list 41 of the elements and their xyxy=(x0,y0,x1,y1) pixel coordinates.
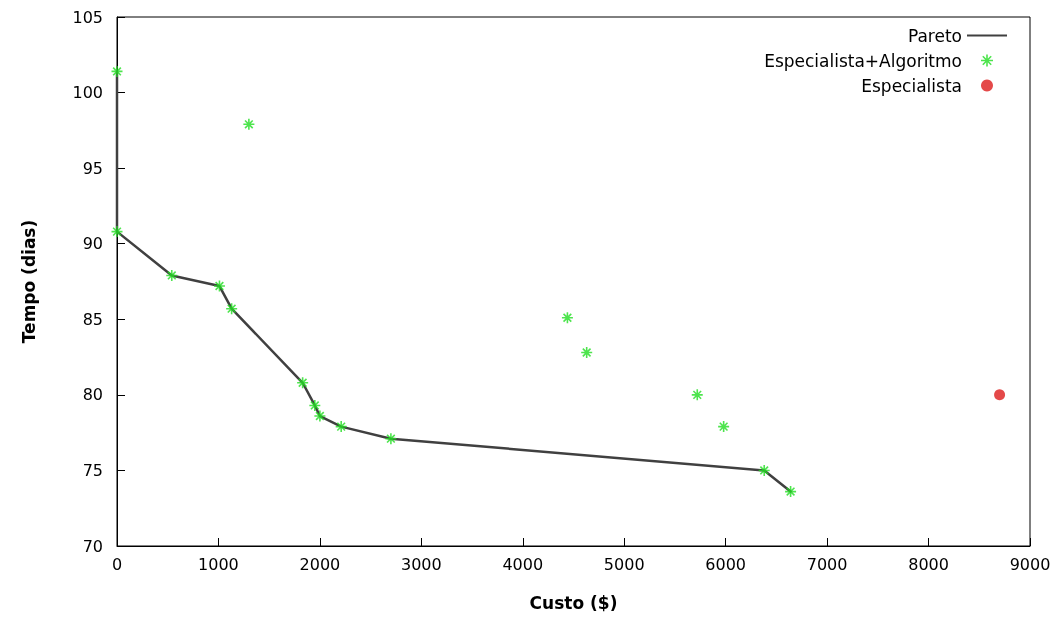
point xyxy=(110,65,124,78)
x-tick-label: 4000 xyxy=(502,554,544,574)
point xyxy=(384,432,398,445)
x-tick-label: 3000 xyxy=(400,554,442,574)
point xyxy=(994,389,1006,401)
point xyxy=(296,376,309,390)
x-tick-label: 2000 xyxy=(299,554,341,574)
point xyxy=(717,420,730,433)
point xyxy=(242,118,256,131)
y-tick-label: 70 xyxy=(82,536,103,556)
point xyxy=(784,485,797,498)
x-tick-label: 7000 xyxy=(806,554,848,574)
y-tick-label: 85 xyxy=(82,309,103,329)
point xyxy=(165,269,179,282)
y-tick-label: 100 xyxy=(72,83,103,103)
y-tick-label: 95 xyxy=(82,158,103,178)
x-tick-label: 8000 xyxy=(908,554,949,574)
point xyxy=(213,279,226,293)
point xyxy=(313,409,327,423)
x-tick-label: 0 xyxy=(111,554,123,574)
point xyxy=(690,388,704,402)
point xyxy=(757,464,771,477)
legend-label: Pareto xyxy=(907,25,962,46)
x-tick-label: 6000 xyxy=(705,554,747,574)
legend-label: Especialista+Algoritmo xyxy=(764,50,962,71)
point xyxy=(110,225,124,238)
y-tick-label: 90 xyxy=(82,234,103,254)
x-tick-label: 1000 xyxy=(198,554,239,574)
point xyxy=(561,311,574,325)
point xyxy=(308,399,322,412)
legend-label: Especialista xyxy=(861,75,962,96)
x-axis-title: Custo ($) xyxy=(529,592,618,613)
y-tick-label: 105 xyxy=(72,7,103,27)
y-tick-label: 80 xyxy=(82,385,103,405)
point xyxy=(580,346,593,359)
x-tick-label: 5000 xyxy=(603,554,645,574)
x-tick-label: 9000 xyxy=(1009,554,1051,574)
point xyxy=(225,302,238,316)
point xyxy=(334,420,348,433)
y-axis-title: Tempo (dias) xyxy=(18,219,39,344)
y-tick-label: 75 xyxy=(82,460,103,480)
